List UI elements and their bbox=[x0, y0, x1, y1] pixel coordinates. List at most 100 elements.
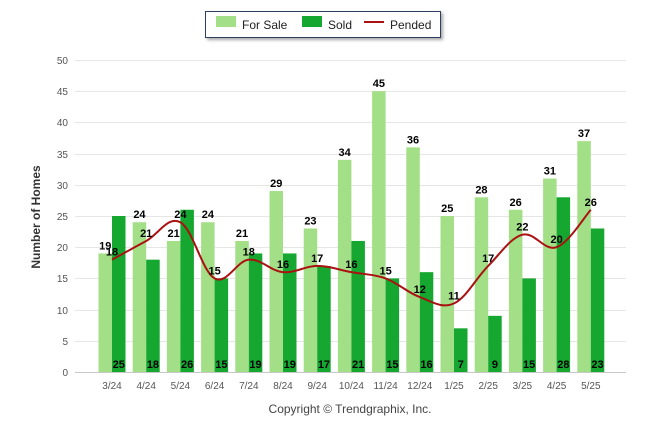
x-tick-label: 3/25 bbox=[513, 381, 533, 392]
pended-label: 18 bbox=[106, 247, 118, 259]
bar-sold bbox=[454, 328, 468, 372]
y-tick-label: 35 bbox=[57, 150, 69, 161]
bar-for-sale bbox=[166, 240, 181, 372]
x-tick-label: 4/25 bbox=[547, 381, 567, 392]
sold-label: 23 bbox=[591, 359, 603, 371]
for-sale-label: 21 bbox=[168, 228, 180, 240]
y-tick-label: 20 bbox=[57, 243, 69, 254]
bar-sold bbox=[214, 278, 229, 372]
x-tick-label: 6/24 bbox=[205, 381, 225, 392]
sold-swatch bbox=[302, 16, 322, 27]
bar-for-sale bbox=[508, 209, 523, 372]
bar-sold bbox=[385, 278, 400, 372]
sold-label: 15 bbox=[386, 359, 398, 371]
y-tick-label: 25 bbox=[57, 212, 69, 223]
bar-for-sale bbox=[440, 216, 454, 372]
sold-label: 16 bbox=[420, 359, 432, 371]
for-sale-swatch bbox=[216, 16, 236, 27]
x-tick-label: 10/24 bbox=[339, 381, 364, 392]
y-tick-label: 45 bbox=[57, 87, 69, 98]
for-sale-label: 24 bbox=[202, 209, 215, 221]
bar-sold bbox=[317, 265, 331, 372]
bar-for-sale bbox=[372, 91, 386, 372]
bar-sold bbox=[488, 315, 502, 372]
pended-label: 11 bbox=[448, 290, 460, 302]
y-tick-label: 50 bbox=[57, 56, 69, 67]
legend: For Sale Sold Pended bbox=[205, 11, 441, 38]
legend-for-sale[interactable]: For Sale bbox=[242, 18, 288, 32]
for-sale-label: 29 bbox=[270, 178, 282, 190]
bar-sold bbox=[556, 197, 571, 372]
y-tick-label: 5 bbox=[62, 337, 68, 348]
bar-for-sale bbox=[303, 228, 318, 372]
bar-for-sale bbox=[474, 197, 489, 372]
sold-label: 19 bbox=[249, 359, 261, 371]
pended-label: 21 bbox=[140, 228, 152, 240]
for-sale-label: 34 bbox=[339, 147, 352, 159]
for-sale-label: 23 bbox=[304, 215, 316, 227]
for-sale-label: 31 bbox=[544, 166, 556, 178]
for-sale-label: 45 bbox=[373, 78, 385, 90]
sold-label: 7 bbox=[458, 359, 464, 371]
pended-label: 22 bbox=[516, 222, 528, 234]
for-sale-label: 24 bbox=[133, 209, 146, 221]
sold-label: 15 bbox=[523, 359, 535, 371]
sold-label: 18 bbox=[147, 359, 159, 371]
pended-label: 15 bbox=[208, 265, 220, 277]
x-tick-label: 7/24 bbox=[239, 381, 259, 392]
copyright-text: Copyright © Trendgraphix, Inc. bbox=[268, 402, 432, 416]
x-tick-label: 8/24 bbox=[273, 381, 293, 392]
x-tick-label: 11/24 bbox=[373, 381, 398, 392]
bar-sold bbox=[419, 272, 434, 372]
bar-for-sale bbox=[235, 240, 249, 372]
pended-label: 18 bbox=[243, 247, 255, 259]
pended-label: 20 bbox=[550, 234, 562, 246]
y-axis-ticks: 0 5 10 15 20 25 30 35 40 45 50 bbox=[57, 56, 69, 379]
x-tick-label: 12/24 bbox=[407, 381, 432, 392]
y-axis-label: Number of Homes bbox=[29, 165, 43, 269]
sold-label: 21 bbox=[352, 359, 364, 371]
y-tick-label: 40 bbox=[57, 118, 69, 129]
for-sale-label: 19 bbox=[99, 240, 111, 252]
x-tick-label: 3/24 bbox=[102, 381, 122, 392]
pended-label: 24 bbox=[174, 209, 187, 221]
x-axis-ticks: 3/24 4/24 5/24 6/24 7/24 8/24 9/24 10/24 11/24 12… bbox=[75, 372, 626, 392]
pended-line-path bbox=[111, 209, 592, 307]
bar-sold bbox=[590, 228, 605, 372]
bar-for-sale bbox=[577, 141, 591, 372]
bar-for-sale bbox=[98, 253, 112, 372]
bar-for-sale bbox=[406, 147, 420, 372]
x-tick-label: 9/24 bbox=[307, 381, 327, 392]
pended-label: 17 bbox=[311, 253, 323, 265]
x-tick-label: 1/25 bbox=[444, 381, 464, 392]
x-tick-label: 5/24 bbox=[171, 381, 191, 392]
for-sale-label: 37 bbox=[578, 128, 590, 140]
sold-label: 25 bbox=[113, 359, 125, 371]
bar-sold bbox=[146, 259, 160, 372]
pended-line bbox=[111, 209, 592, 307]
bar-sold bbox=[180, 209, 194, 372]
bar-sold bbox=[248, 253, 263, 372]
sold-label: 15 bbox=[215, 359, 227, 371]
for-sale-label: 28 bbox=[475, 184, 487, 196]
for-sale-label: 21 bbox=[236, 228, 248, 240]
pended-label: 26 bbox=[585, 197, 597, 209]
legend-pended[interactable]: Pended bbox=[390, 18, 432, 32]
bar-for-sale bbox=[132, 222, 147, 372]
for-sale-label: 26 bbox=[510, 197, 522, 209]
sold-label: 26 bbox=[181, 359, 193, 371]
pended-label: 15 bbox=[379, 265, 391, 277]
bar-for-sale bbox=[543, 178, 557, 372]
bar-sold bbox=[283, 253, 297, 372]
sold-label: 19 bbox=[284, 359, 296, 371]
legend-sold[interactable]: Sold bbox=[328, 18, 353, 32]
sold-label: 28 bbox=[557, 359, 569, 371]
for-sale-label: 25 bbox=[441, 203, 453, 215]
y-tick-label: 30 bbox=[57, 181, 69, 192]
bar-for-sale bbox=[201, 222, 215, 372]
x-tick-label: 5/25 bbox=[581, 381, 601, 392]
y-tick-label: 15 bbox=[57, 274, 69, 285]
pended-label: 16 bbox=[345, 259, 357, 271]
